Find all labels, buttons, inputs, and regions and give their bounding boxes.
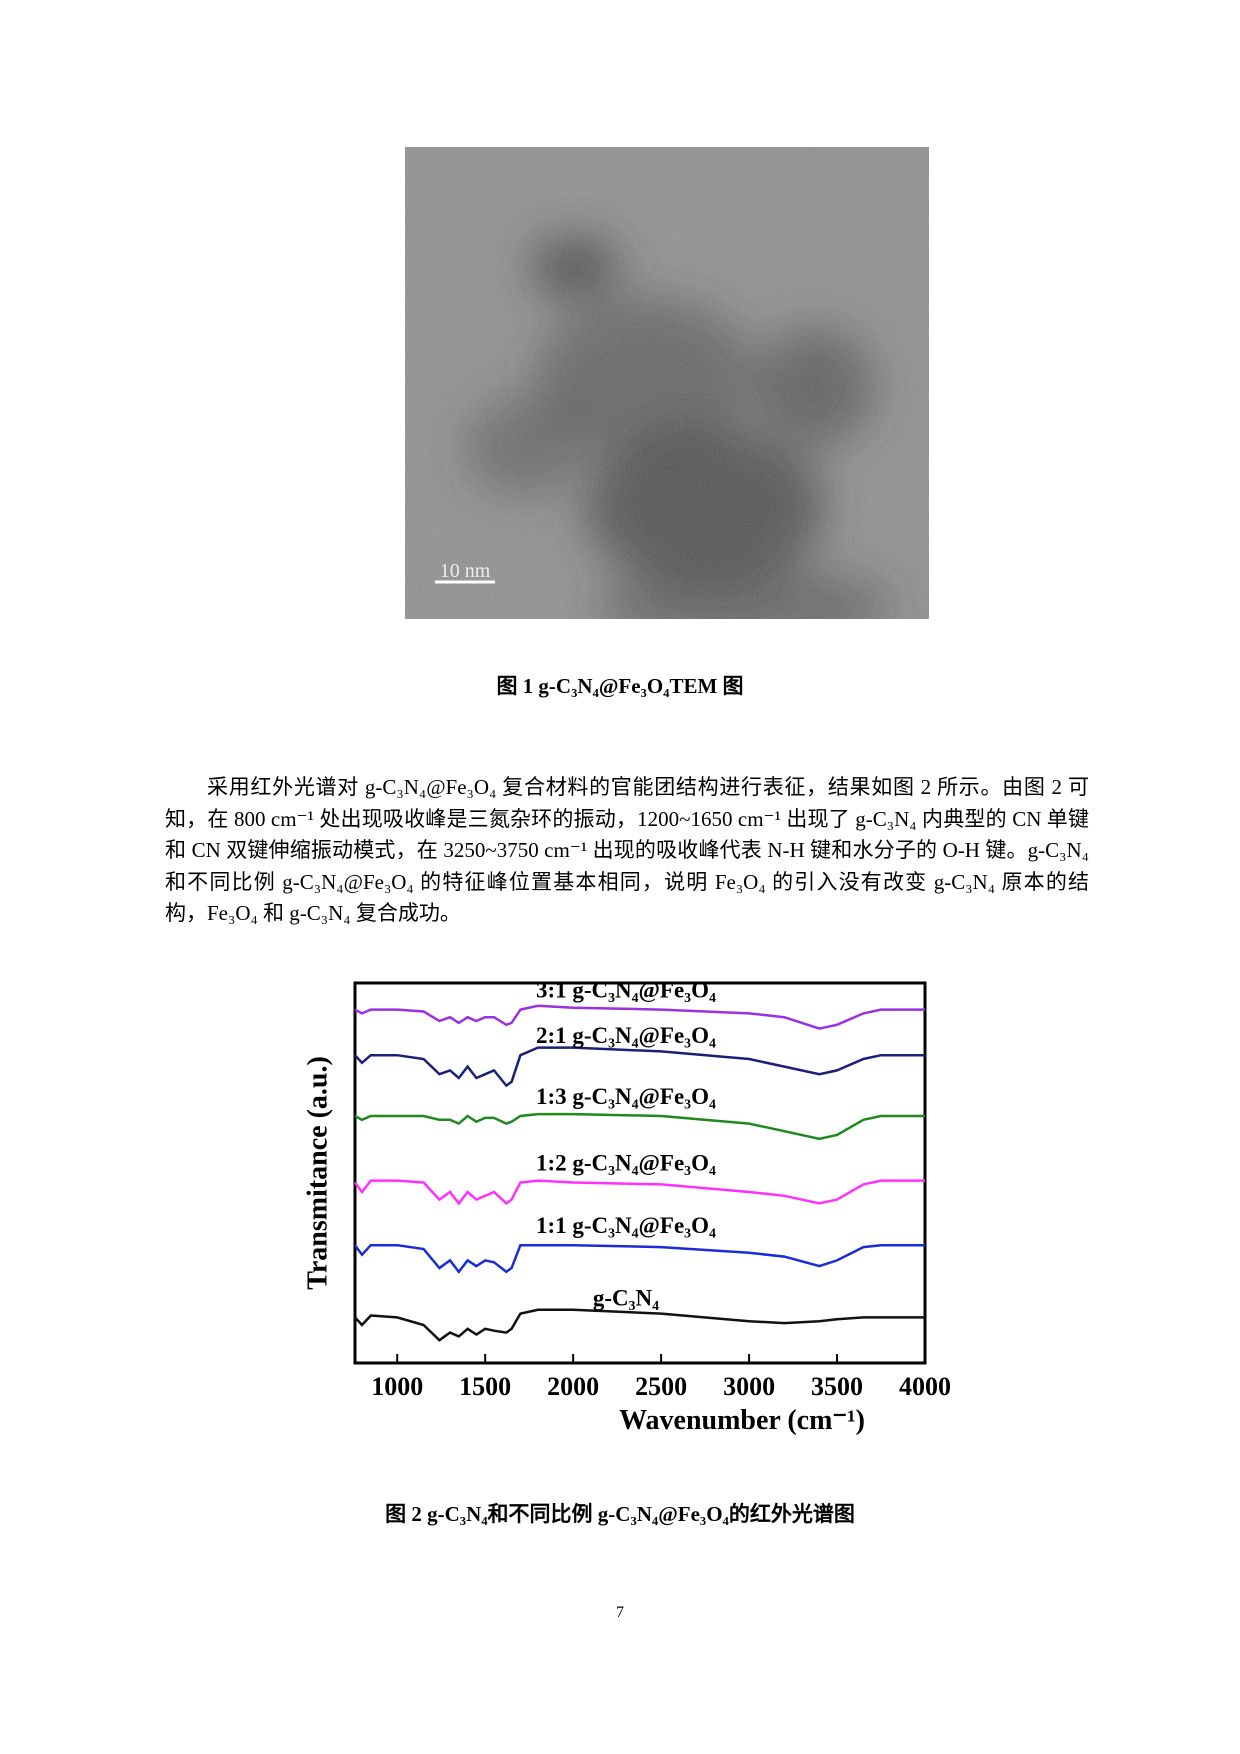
series-label: 3:1 g-C₃N₄@Fe₃O₄	[536, 978, 716, 1004]
spectrum-line	[354, 1004, 925, 1030]
series-label: 1:2 g-C₃N₄@Fe₃O₄	[536, 1151, 716, 1177]
x-tick-label: 3500	[811, 1372, 863, 1401]
spectrum-line	[354, 1112, 925, 1141]
series-label: 1:3 g-C₃N₄@Fe₃O₄	[536, 1084, 716, 1110]
y-axis-label: Transmitance (a.u.)	[302, 1056, 333, 1290]
chart: Wavenumber (cm⁻¹) Transmitance (a.u.) 10…	[302, 978, 951, 1436]
paragraph: 采用红外光谱对 g-C₃N₄@Fe₃O₄ 复合材料的官能团结构进行表征，结果如图…	[165, 775, 1089, 925]
plot-frame	[353, 981, 927, 1365]
x-tick-label: 4000	[899, 1372, 951, 1401]
tem-image: 10 nm	[405, 147, 929, 619]
x-axis-label: Wavenumber (cm⁻¹)	[619, 1405, 865, 1436]
x-tick-label: 3000	[723, 1372, 775, 1401]
x-tick-label: 2500	[635, 1372, 687, 1401]
figure-caption: 图 1 g-C₃N₄@Fe₃O₄TEM 图	[496, 674, 744, 698]
spectrum-line	[354, 1308, 925, 1342]
x-tick-label: 1000	[371, 1372, 423, 1401]
spectrum-line	[354, 1046, 925, 1088]
series-label: 2:1 g-C₃N₄@Fe₃O₄	[536, 1023, 716, 1049]
x-tick-label: 1500	[459, 1372, 511, 1401]
series-label: 1:1 g-C₃N₄@Fe₃O₄	[536, 1213, 716, 1239]
x-tick-label: 2000	[547, 1372, 599, 1401]
spectrum-line	[353, 1179, 925, 1206]
scale-bar-label: 10 nm	[440, 560, 491, 582]
figure-caption: 图 2 g-C₃N₄和不同比例 g-C₃N₄@Fe₃O₄的红外光谱图	[385, 1502, 855, 1526]
spectrum-line	[353, 1243, 925, 1274]
page-number: 7	[616, 1604, 624, 1621]
series-label: g-C₃N₄	[593, 1285, 659, 1310]
